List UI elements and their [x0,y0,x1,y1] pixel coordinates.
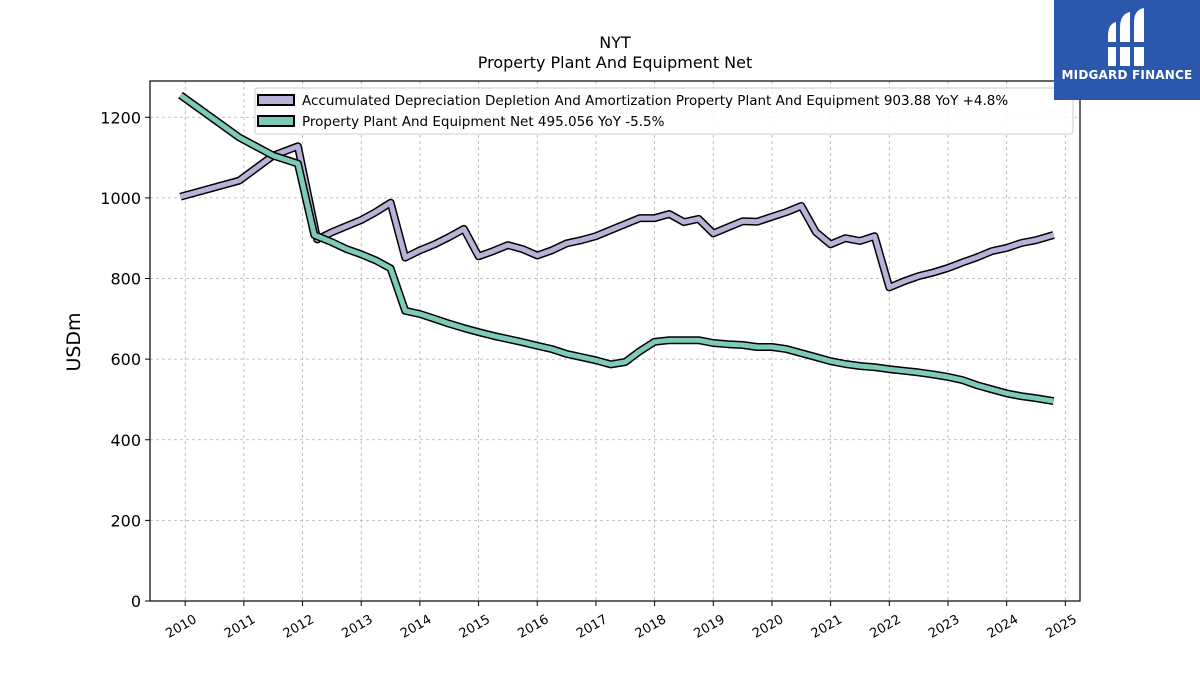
legend-swatch-0 [257,94,295,106]
legend-swatch-1 [257,115,295,127]
x-tick-label: 2024 [985,612,1021,642]
x-tick-label: 2014 [398,612,434,642]
legend-label-1: Property Plant And Equipment Net 495.056… [302,114,665,130]
y-tick-label: 400 [110,431,141,450]
x-tick-label: 2020 [750,612,786,642]
y-tick-label: 600 [110,350,141,369]
logo-text: MIDGARD FINANCE [1061,68,1193,82]
x-tick-label: 2011 [222,612,258,642]
x-tick-label: 2015 [457,612,493,642]
midgard-logo-icon [1106,8,1146,66]
x-tick-label: 2017 [574,612,610,642]
y-tick-label: 1000 [100,189,141,208]
chart-title: NYT [599,33,631,52]
x-tick-label: 2025 [1044,612,1080,642]
y-tick-label: 0 [131,592,141,611]
y-axis-label: USDm [63,312,85,371]
x-tick-label: 2013 [339,612,375,642]
x-tick-label: 2021 [809,612,845,642]
x-tick-label: 2012 [281,612,317,642]
legend: Accumulated Depreciation Depletion And A… [254,87,1074,135]
legend-label-0: Accumulated Depreciation Depletion And A… [302,93,1008,109]
series-lines [178,91,1055,406]
x-tick-label: 2023 [926,612,962,642]
midgard-finance-logo: MIDGARD FINANCE [1054,0,1200,100]
x-tick-label: 2018 [633,612,669,642]
y-tick-label: 800 [110,270,141,289]
x-tick-label: 2010 [163,612,199,642]
y-tick-label: 1200 [100,108,141,127]
legend-box [254,87,1074,135]
series-line-0 [179,143,1055,290]
x-tick-label: 2016 [515,612,551,642]
series-line-1 [179,93,1055,404]
x-tick-label: 2019 [691,612,727,642]
chart-subtitle: Property Plant And Equipment Net [478,53,753,72]
plot-frame [149,80,1081,602]
series-outline-1 [178,91,1055,406]
x-tick-label: 2022 [867,612,903,642]
y-tick-label: 200 [110,511,141,530]
